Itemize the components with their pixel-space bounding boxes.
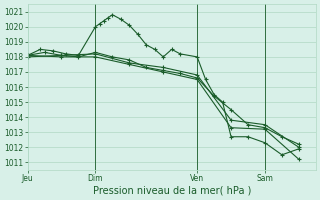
X-axis label: Pression niveau de la mer( hPa ): Pression niveau de la mer( hPa ) <box>92 186 251 196</box>
